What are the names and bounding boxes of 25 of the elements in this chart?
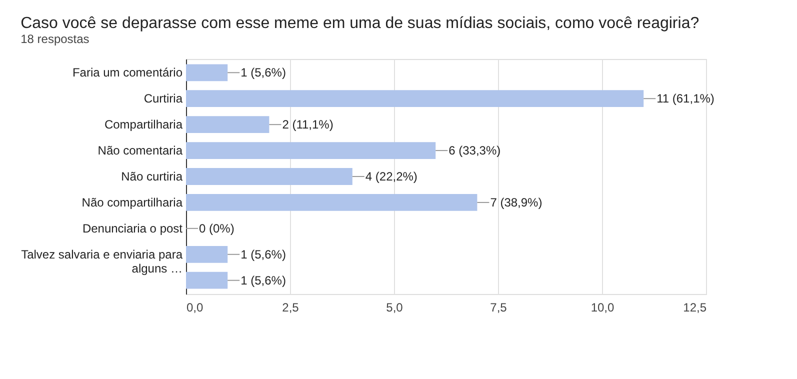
chart-title: Caso você se deparasse com esse meme em uma de suas mídias sociais, como você reagiria? xyxy=(20,15,700,32)
data-label: 11 (61,1%) xyxy=(656,92,714,106)
y-tick-label: Curtiria xyxy=(144,92,183,106)
x-tick-label: 7,5 xyxy=(490,300,508,314)
data-label: 1 (5,6%) xyxy=(240,66,286,80)
y-tick-label: Não comentaria xyxy=(98,144,183,158)
x-tick-label: 0,0 xyxy=(186,300,204,314)
data-label: 6 (33,3%) xyxy=(448,144,501,158)
y-tick-label: Faria um comentário xyxy=(72,66,183,80)
data-label: 1 (5,6%) xyxy=(240,247,286,262)
y-tick-label: Não curtiria xyxy=(121,170,183,184)
data-label: 1 (5,6%) xyxy=(240,273,286,288)
data-label: 4 (22,2%) xyxy=(365,170,418,184)
data-label: 2 (11,1%) xyxy=(282,118,334,132)
data-label: 7 (38,9%) xyxy=(490,195,542,210)
text: 18 respostas xyxy=(20,32,90,46)
y-tick-label: Talvez salvaria e enviaria para alguns … xyxy=(21,247,183,276)
x-tick-label: 5,0 xyxy=(386,300,404,314)
x-tick-label: 10,0 xyxy=(590,300,614,314)
x-tick-label: 12,5 xyxy=(683,300,707,314)
y-tick-label: Não compartilharia xyxy=(82,195,183,210)
data-label: 0 (0%) xyxy=(199,221,234,236)
y-tick-label: Denunciaria o post xyxy=(82,221,184,236)
y-tick-label: Compartilharia xyxy=(104,118,183,132)
x-tick-label: 2,5 xyxy=(282,300,300,314)
